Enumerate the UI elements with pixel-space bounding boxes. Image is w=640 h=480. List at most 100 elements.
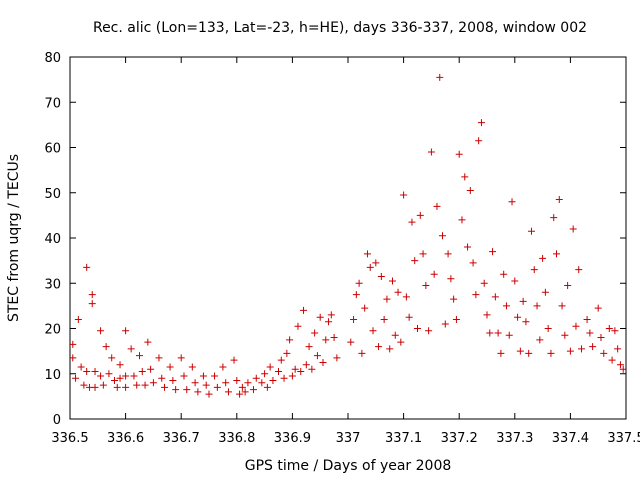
x-tick-label: 337.3 bbox=[496, 431, 533, 446]
data-point bbox=[347, 338, 355, 346]
data-point bbox=[280, 374, 288, 382]
data-point bbox=[522, 318, 530, 326]
data-point bbox=[230, 356, 238, 364]
data-point bbox=[361, 304, 369, 312]
data-point bbox=[578, 345, 586, 353]
data-point bbox=[69, 340, 77, 348]
data-point bbox=[436, 73, 444, 81]
data-point bbox=[133, 381, 141, 389]
data-point bbox=[205, 390, 213, 398]
data-point bbox=[447, 275, 455, 283]
data-point bbox=[110, 377, 118, 385]
data-point bbox=[541, 288, 549, 296]
data-point bbox=[608, 356, 616, 364]
data-point bbox=[363, 250, 371, 258]
data-point bbox=[97, 327, 105, 335]
data-point bbox=[511, 277, 519, 285]
data-point bbox=[483, 311, 491, 319]
y-tick-label: 0 bbox=[53, 413, 61, 428]
data-point bbox=[291, 365, 299, 373]
data-point bbox=[536, 336, 544, 344]
data-point bbox=[547, 349, 555, 357]
data-point bbox=[322, 336, 330, 344]
data-point bbox=[369, 327, 377, 335]
data-point bbox=[586, 329, 594, 337]
data-point bbox=[533, 302, 541, 310]
data-point bbox=[433, 202, 441, 210]
data-point bbox=[525, 349, 533, 357]
data-point bbox=[155, 354, 163, 362]
data-point bbox=[450, 295, 458, 303]
data-point bbox=[539, 254, 547, 262]
data-point bbox=[97, 372, 105, 380]
data-point bbox=[266, 363, 274, 371]
y-tick-label: 10 bbox=[44, 368, 61, 383]
data-point bbox=[388, 277, 396, 285]
data-point bbox=[566, 347, 574, 355]
data-point bbox=[422, 282, 430, 290]
data-point bbox=[211, 372, 219, 380]
data-point bbox=[194, 388, 202, 396]
data-point bbox=[502, 302, 510, 310]
x-tick-label: 337.2 bbox=[441, 431, 478, 446]
data-point bbox=[352, 291, 360, 299]
data-point bbox=[138, 367, 146, 375]
data-point bbox=[108, 354, 116, 362]
data-point bbox=[589, 343, 597, 351]
data-point bbox=[158, 374, 166, 382]
data-point bbox=[486, 329, 494, 337]
data-point bbox=[375, 343, 383, 351]
data-point bbox=[550, 214, 558, 222]
data-point bbox=[553, 250, 560, 258]
data-point bbox=[288, 372, 296, 380]
data-point bbox=[74, 315, 82, 323]
data-point bbox=[177, 354, 185, 362]
plot-frame bbox=[69, 56, 627, 420]
data-point bbox=[136, 352, 143, 360]
data-point bbox=[311, 329, 319, 337]
data-point bbox=[130, 372, 138, 380]
data-point bbox=[405, 313, 413, 321]
data-point bbox=[116, 361, 124, 369]
data-point bbox=[372, 259, 380, 267]
data-point bbox=[444, 250, 452, 258]
data-point bbox=[564, 282, 572, 290]
data-point bbox=[105, 370, 113, 378]
data-point bbox=[414, 325, 421, 332]
x-tick-label: 336.5 bbox=[51, 431, 88, 446]
data-point bbox=[391, 331, 399, 339]
data-point bbox=[616, 361, 624, 369]
data-point bbox=[491, 293, 499, 301]
data-point bbox=[286, 336, 294, 344]
data-point bbox=[224, 388, 232, 396]
x-tick-label: 336.8 bbox=[218, 431, 255, 446]
data-point bbox=[116, 374, 124, 382]
data-point bbox=[275, 367, 282, 375]
data-point bbox=[300, 306, 308, 314]
data-point bbox=[144, 338, 152, 346]
data-point bbox=[180, 372, 188, 380]
data-point bbox=[614, 345, 622, 353]
data-point bbox=[149, 379, 157, 387]
data-point bbox=[475, 137, 483, 145]
data-point bbox=[408, 218, 416, 226]
data-point bbox=[233, 377, 241, 385]
data-point bbox=[527, 227, 535, 235]
data-point bbox=[83, 263, 91, 271]
data-point bbox=[88, 300, 96, 308]
y-tick-label: 20 bbox=[44, 323, 61, 338]
data-point bbox=[600, 349, 608, 357]
data-point bbox=[489, 248, 497, 256]
data-point bbox=[244, 379, 252, 387]
data-point bbox=[219, 363, 227, 371]
data-point bbox=[619, 365, 627, 373]
x-tick-label: 337.1 bbox=[385, 431, 422, 446]
data-point bbox=[555, 196, 563, 204]
data-point bbox=[249, 386, 257, 394]
data-point bbox=[383, 295, 391, 303]
data-point bbox=[458, 216, 466, 224]
data-point bbox=[277, 356, 285, 364]
data-point bbox=[72, 374, 80, 382]
data-point bbox=[461, 173, 469, 181]
